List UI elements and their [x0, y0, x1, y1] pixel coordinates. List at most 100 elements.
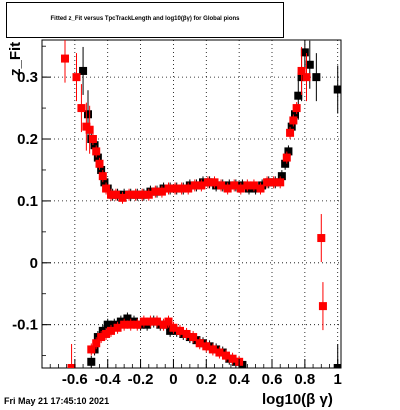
data-point	[289, 116, 298, 125]
data-point	[102, 184, 111, 193]
data-point	[159, 320, 168, 329]
x-tick-label: -0.6	[62, 371, 88, 388]
chart-title: Fitted z_Fit versus TpcTrackLength and l…	[50, 16, 240, 22]
y-axis-ticks: -0.1 0 0.1 0.2 0.3	[12, 45, 51, 357]
data-point	[182, 329, 191, 338]
data-point	[164, 317, 173, 326]
y-tick-label: 0.2	[17, 131, 38, 148]
data-point	[282, 153, 291, 162]
data-point	[202, 342, 211, 351]
data-point	[281, 159, 290, 168]
data-point	[113, 323, 122, 332]
data-point	[95, 159, 104, 168]
data-point	[97, 333, 106, 342]
data-point	[294, 91, 303, 100]
data-point	[138, 190, 147, 199]
datestamp: Fri May 21 17:45:10 2021	[4, 396, 110, 406]
data-point	[97, 165, 106, 174]
series-red	[61, 40, 327, 368]
x-axis-label: log10(β γ)	[262, 391, 333, 408]
data-point	[131, 190, 140, 199]
data-point	[312, 73, 321, 82]
data-point	[243, 181, 252, 190]
data-point	[120, 320, 129, 329]
data-point	[125, 190, 134, 199]
data-series	[61, 40, 341, 368]
data-point	[176, 326, 184, 335]
data-point	[195, 339, 204, 348]
data-point	[87, 357, 96, 366]
data-point	[85, 125, 94, 134]
data-point	[67, 364, 76, 368]
data-point	[236, 184, 245, 193]
x-tick-label: 0	[169, 371, 177, 388]
data-point	[77, 104, 86, 113]
plot-area	[41, 39, 342, 369]
x-tick-label: 1	[334, 371, 342, 388]
data-point	[269, 178, 278, 187]
data-point	[223, 184, 232, 193]
data-point	[210, 178, 219, 187]
data-point	[107, 190, 115, 199]
data-point	[139, 317, 148, 326]
y-tick-label: 0.1	[17, 193, 38, 210]
data-point	[222, 351, 230, 360]
data-point	[256, 184, 265, 193]
data-point	[133, 320, 142, 329]
x-tick-label: 0.8	[294, 371, 315, 388]
data-point	[107, 326, 115, 335]
data-point	[333, 85, 341, 94]
series-group	[61, 40, 341, 368]
data-point	[123, 314, 132, 323]
x-tick-label: 0.6	[262, 371, 283, 388]
data-point	[286, 128, 295, 137]
data-point	[171, 184, 180, 193]
data-point	[318, 302, 327, 311]
data-point	[302, 73, 311, 82]
data-point	[153, 317, 161, 326]
data-point	[90, 141, 99, 150]
data-point	[72, 73, 81, 82]
data-point	[217, 181, 226, 190]
data-point	[291, 110, 299, 119]
data-point	[92, 147, 101, 156]
data-point	[228, 354, 237, 363]
data-point	[146, 317, 155, 326]
title-box: Fitted z_Fit versus TpcTrackLength and l…	[6, 2, 284, 38]
data-point	[79, 66, 88, 75]
data-point	[118, 193, 127, 202]
grid	[42, 40, 341, 368]
data-point	[215, 348, 224, 357]
data-point	[276, 178, 285, 187]
data-point	[111, 190, 120, 199]
data-point	[292, 104, 301, 113]
data-point	[249, 181, 258, 190]
data-point	[151, 187, 160, 196]
y-axis-label: z_Fit	[7, 42, 24, 76]
data-point	[169, 323, 178, 332]
data-point	[84, 110, 92, 119]
x-axis-ticks: -0.6 -0.4 -0.2 0 0.2 0.4 0.6 0.8 1	[41, 359, 342, 388]
data-point	[287, 122, 296, 131]
data-point	[102, 329, 111, 338]
data-point	[87, 345, 96, 354]
data-point	[190, 181, 199, 190]
data-point	[100, 178, 109, 187]
data-point	[230, 181, 239, 190]
data-point	[203, 178, 212, 187]
data-point	[300, 48, 309, 57]
data-point	[305, 60, 314, 69]
x-tick-label: 0.2	[196, 371, 217, 388]
data-point	[184, 184, 193, 193]
data-point	[144, 190, 153, 199]
x-tick-label: 0.4	[229, 371, 251, 388]
data-point	[189, 333, 198, 342]
data-point	[103, 320, 112, 329]
data-point	[92, 339, 101, 348]
data-point	[177, 184, 186, 193]
data-point	[297, 66, 306, 75]
data-point	[93, 153, 102, 162]
data-point	[317, 234, 326, 243]
data-point	[61, 54, 69, 63]
